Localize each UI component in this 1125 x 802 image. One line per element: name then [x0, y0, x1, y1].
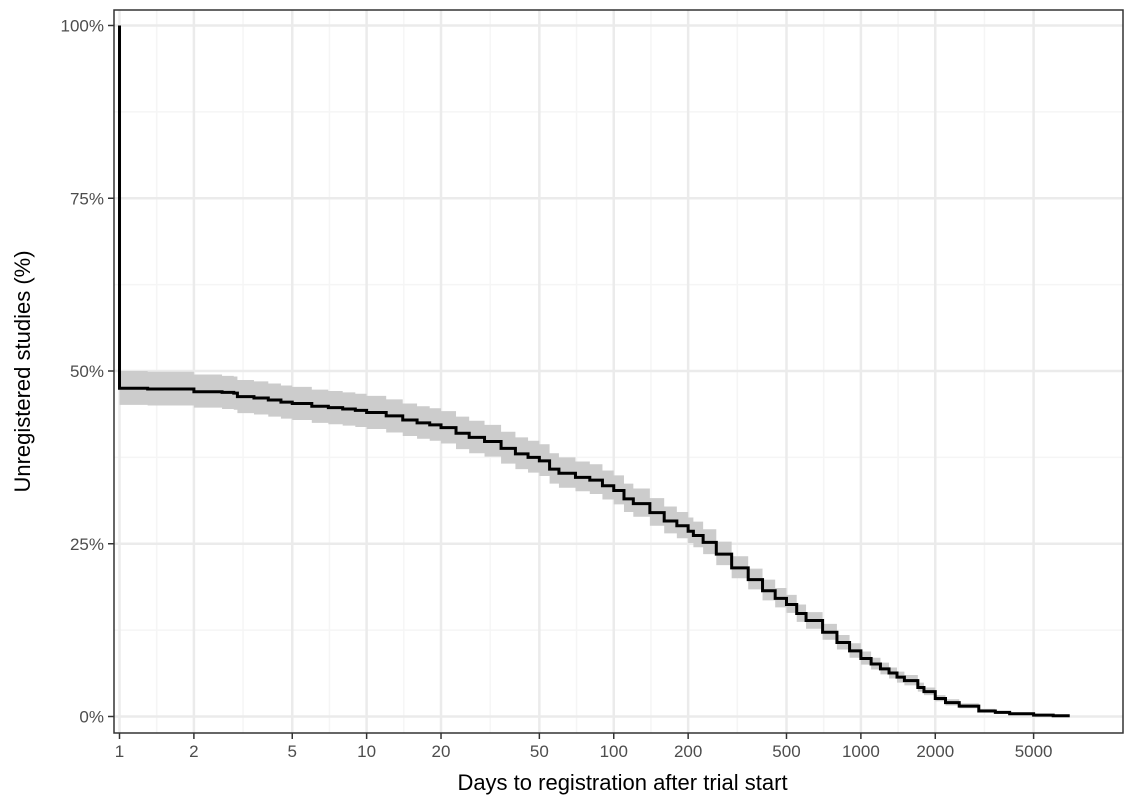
confidence-band — [119, 371, 1070, 717]
x-tick-label: 2 — [189, 742, 198, 761]
x-tick-label: 5 — [288, 742, 297, 761]
x-tick-label: 2000 — [916, 742, 954, 761]
survival-curve-layer — [118, 25, 1070, 718]
x-tick-label: 500 — [772, 742, 800, 761]
y-tick-label: 75% — [70, 189, 104, 208]
y-tick-label: 50% — [70, 362, 104, 381]
y-axis-title: Unregistered studies (%) — [10, 250, 35, 492]
x-tick-label: 50 — [530, 742, 549, 761]
y-tick-label: 100% — [61, 17, 104, 36]
x-tick-label: 200 — [674, 742, 702, 761]
x-axis-title: Days to registration after trial start — [457, 770, 787, 795]
x-tick-label: 100 — [600, 742, 628, 761]
x-axis-ticks: 1 2 5 10 20 50 100 200 500 1000 2000 5000 — [115, 733, 1053, 761]
confidence-band-layer — [119, 371, 1070, 717]
x-tick-label: 5000 — [1015, 742, 1053, 761]
survival-curve — [118, 25, 1070, 718]
x-tick-label: 1 — [115, 742, 124, 761]
y-tick-label: 0% — [79, 708, 104, 727]
y-tick-label: 25% — [70, 535, 104, 554]
y-axis-ticks: 0% 25% 50% 75% 100% — [61, 17, 114, 727]
x-tick-label: 20 — [432, 742, 451, 761]
x-tick-label: 10 — [357, 742, 376, 761]
x-tick-label: 1000 — [842, 742, 880, 761]
